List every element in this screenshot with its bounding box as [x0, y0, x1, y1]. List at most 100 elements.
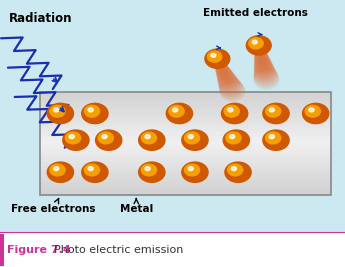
Circle shape — [215, 60, 225, 68]
Circle shape — [141, 132, 157, 144]
Bar — [40, 151, 331, 154]
Bar — [40, 187, 331, 190]
Text: Free electrons: Free electrons — [11, 199, 96, 214]
Bar — [40, 102, 331, 105]
Bar — [40, 107, 331, 110]
Bar — [40, 130, 331, 133]
Bar — [40, 117, 331, 120]
Bar — [40, 179, 331, 182]
Circle shape — [228, 164, 243, 176]
Circle shape — [172, 108, 178, 112]
Bar — [40, 115, 331, 118]
Circle shape — [231, 167, 236, 171]
Bar — [40, 104, 331, 108]
Circle shape — [215, 63, 227, 72]
Text: Metal: Metal — [120, 199, 153, 214]
Circle shape — [220, 79, 243, 97]
Bar — [40, 99, 331, 102]
Circle shape — [263, 130, 289, 150]
Circle shape — [218, 71, 236, 85]
Circle shape — [255, 55, 270, 67]
Circle shape — [249, 38, 263, 49]
Circle shape — [211, 53, 216, 57]
Circle shape — [254, 64, 275, 80]
Circle shape — [254, 67, 277, 85]
Circle shape — [216, 66, 231, 77]
Circle shape — [305, 105, 321, 117]
Bar — [40, 122, 331, 125]
Circle shape — [255, 52, 268, 62]
Circle shape — [88, 167, 93, 171]
Bar — [40, 120, 331, 123]
Circle shape — [215, 62, 227, 71]
Bar — [40, 156, 331, 159]
Circle shape — [255, 46, 265, 54]
Circle shape — [102, 135, 107, 139]
Circle shape — [254, 64, 276, 81]
Circle shape — [303, 103, 329, 124]
Bar — [40, 153, 331, 156]
Circle shape — [50, 105, 65, 117]
Circle shape — [185, 164, 200, 176]
Circle shape — [88, 108, 93, 112]
Circle shape — [252, 40, 257, 44]
Circle shape — [207, 51, 222, 62]
Text: Photo electric emission: Photo electric emission — [47, 245, 183, 255]
Circle shape — [220, 82, 245, 101]
Circle shape — [223, 130, 249, 150]
Circle shape — [218, 73, 237, 88]
Circle shape — [255, 60, 273, 74]
Circle shape — [47, 103, 73, 124]
Circle shape — [182, 162, 208, 182]
Circle shape — [255, 59, 272, 73]
Bar — [40, 184, 331, 187]
Circle shape — [254, 63, 275, 78]
Circle shape — [255, 47, 265, 55]
Circle shape — [217, 68, 232, 80]
Circle shape — [263, 103, 289, 124]
Bar — [40, 182, 331, 185]
Circle shape — [255, 51, 267, 61]
Circle shape — [255, 44, 264, 51]
Circle shape — [169, 105, 184, 117]
Text: Emitted electrons: Emitted electrons — [203, 8, 308, 18]
Circle shape — [221, 103, 248, 124]
Circle shape — [218, 75, 239, 91]
Circle shape — [98, 132, 114, 144]
Circle shape — [96, 130, 122, 150]
Circle shape — [188, 167, 193, 171]
Bar — [40, 133, 331, 136]
Bar — [40, 174, 331, 177]
Circle shape — [255, 58, 272, 72]
Circle shape — [185, 132, 200, 144]
Circle shape — [53, 108, 59, 112]
Circle shape — [224, 105, 239, 117]
Bar — [40, 94, 331, 97]
Bar — [40, 176, 331, 179]
Circle shape — [255, 49, 266, 58]
Circle shape — [145, 135, 150, 139]
Circle shape — [214, 57, 222, 63]
Circle shape — [228, 108, 233, 112]
Circle shape — [216, 65, 229, 75]
Circle shape — [219, 76, 239, 92]
Circle shape — [220, 81, 244, 100]
Bar — [40, 166, 331, 169]
Circle shape — [215, 61, 226, 69]
Circle shape — [66, 132, 81, 144]
Text: Radiation: Radiation — [9, 12, 72, 25]
Circle shape — [219, 77, 241, 95]
Circle shape — [216, 65, 230, 76]
Circle shape — [188, 135, 193, 139]
Bar — [40, 92, 331, 195]
Bar — [40, 112, 331, 115]
Bar — [40, 192, 331, 195]
Circle shape — [182, 130, 208, 150]
Bar — [40, 138, 331, 141]
Circle shape — [217, 70, 235, 84]
Circle shape — [254, 61, 274, 76]
Bar — [40, 97, 331, 100]
Circle shape — [254, 70, 279, 89]
Circle shape — [218, 72, 236, 87]
Circle shape — [145, 167, 150, 171]
